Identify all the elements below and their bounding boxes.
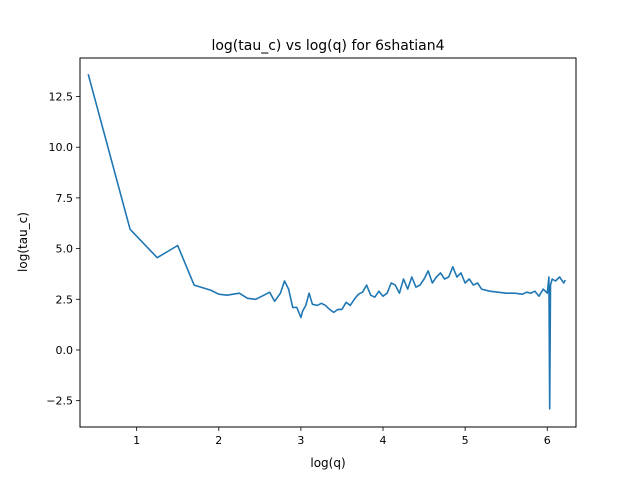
x-tick-label: 1 bbox=[133, 434, 140, 447]
y-axis-label: log(tau_c) bbox=[16, 212, 30, 272]
x-tick-label: 4 bbox=[380, 434, 387, 447]
x-tick-label: 5 bbox=[462, 434, 469, 447]
series-line bbox=[87, 73, 567, 410]
y-tick-label: 12.5 bbox=[49, 91, 74, 104]
y-tick-label: 10.0 bbox=[49, 141, 74, 154]
plot-area bbox=[87, 73, 567, 410]
y-tick-label: 2.5 bbox=[56, 293, 74, 306]
axis-ticks: 1 2 3 4 5 6 −2.5 0.0 2.5 5.0 7.5 10.0 12.5 bbox=[46, 91, 550, 447]
y-tick-label: 5.0 bbox=[56, 243, 74, 256]
x-tick-label: 3 bbox=[297, 434, 304, 447]
x-axis-label: log(q) bbox=[310, 456, 345, 470]
y-tick-label: −2.5 bbox=[46, 395, 73, 408]
y-tick-label: 7.5 bbox=[56, 192, 74, 205]
x-tick-label: 6 bbox=[544, 434, 551, 447]
chart-title: log(tau_c) vs log(q) for 6shatian4 bbox=[211, 38, 444, 54]
y-tick-label: 0.0 bbox=[56, 344, 74, 357]
x-tick-label: 2 bbox=[215, 434, 222, 447]
axes-frame bbox=[79, 57, 577, 428]
